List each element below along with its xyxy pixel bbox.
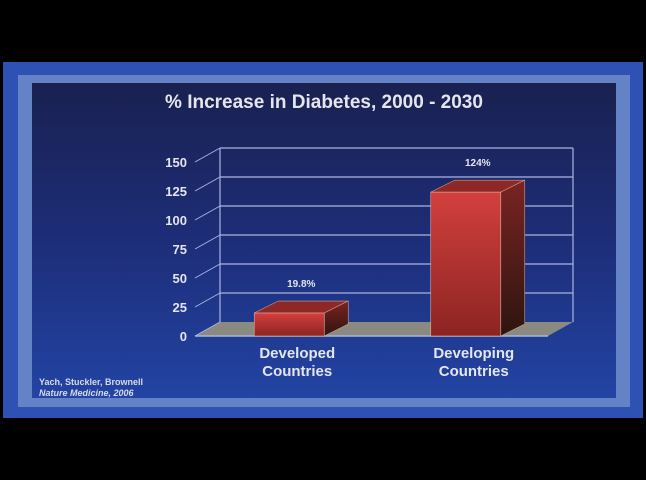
x-category-label: Developing [433, 345, 514, 362]
gridline-depth [194, 234, 221, 250]
gridline-depth [194, 176, 221, 192]
citation-authors: Yach, Stuckler, Brownell [39, 377, 144, 387]
bar-side [500, 179, 526, 337]
gridline-depth [194, 205, 221, 221]
data-label: 124% [465, 158, 491, 169]
y-tick-label: 25 [173, 300, 187, 315]
gridline-depth [194, 147, 221, 163]
y-tick-label: 75 [173, 242, 187, 257]
data-label: 19.8% [287, 279, 315, 290]
gridline-depth [194, 263, 221, 279]
y-tick-label: 100 [165, 213, 187, 228]
bar [430, 191, 502, 337]
x-category-label: Developed [259, 345, 335, 362]
y-tick-label: 0 [180, 329, 187, 344]
bar [253, 312, 325, 337]
bar-chart: 025507510012515019.8%DevelopedCountries1… [165, 147, 574, 380]
chart-title: % Increase in Diabetes, 2000 - 2030 [165, 92, 483, 113]
y-tick-label: 125 [165, 184, 187, 199]
y-tick-label: 150 [165, 155, 187, 170]
y-tick-label: 50 [173, 271, 187, 286]
citation-journal: Nature Medicine, 2006 [39, 388, 134, 398]
x-category-label: Countries [262, 363, 332, 380]
gridline-depth [194, 321, 221, 337]
x-category-label: Countries [439, 363, 509, 380]
slide-panel: % Increase in Diabetes, 2000 - 2030 0 25 5… [32, 83, 616, 398]
gridline-depth [194, 292, 221, 308]
